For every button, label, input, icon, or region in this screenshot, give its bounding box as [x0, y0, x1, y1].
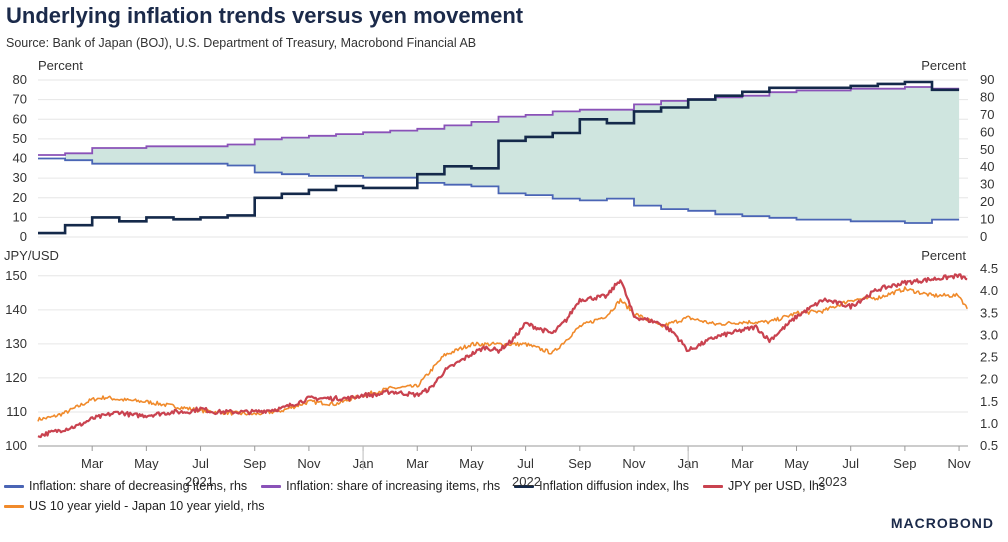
top-right-tick-label: 30: [980, 177, 994, 192]
bottom-left-tick-label: 120: [5, 370, 27, 385]
bottom-right-axis-label: Percent: [921, 248, 966, 263]
chart-title: Underlying inflation trends versus yen m…: [6, 3, 524, 28]
bottom-right-tick-label: 2.0: [980, 372, 998, 387]
increasing-decreasing-band: [65, 87, 960, 223]
macrobond-logo: MACROBOND: [890, 515, 994, 531]
top-right-tick-label: 60: [980, 124, 994, 139]
top-left-tick-label: 10: [13, 209, 27, 224]
legend-item-diffusion: Inflation diffusion index, lhs: [514, 479, 689, 493]
series-line-yield-spread: [37, 286, 968, 422]
bottom-left-tick-label: 140: [5, 302, 27, 317]
x-tick-label-month: Sep: [893, 456, 916, 470]
year-label-strip: 2021: [0, 446, 1008, 466]
legend-item-increasing: Inflation: share of increasing items, rh…: [261, 479, 500, 493]
x-tick-label-month: Jul: [517, 456, 534, 470]
legend-swatch: [4, 484, 24, 488]
chart-canvas: 0 10 20 30 40 50 60 70 80 0 10 20 30 40 50 60 70 80 90 Perc…: [4, 58, 998, 470]
bottom-panel-axes: 100 110 120 130 140 150 0.5 1.0 1.5 2.0 2.5 3.0 3.5 4…: [4, 248, 998, 453]
top-right-tick-label: 80: [980, 89, 994, 104]
x-tick-label-month: May: [134, 456, 159, 470]
bottom-right-tick-label: 4.5: [980, 261, 998, 276]
top-left-axis-label: Percent: [38, 58, 83, 73]
bottom-panel-series: [37, 273, 968, 439]
x-tick-label-month: Jul: [192, 456, 209, 470]
x-tick-label-month: Jul: [842, 456, 859, 470]
legend-label: US 10 year yield - Japan 10 year yield, …: [29, 499, 265, 513]
top-panel-axes: 0 10 20 30 40 50 60 70 80 0 10 20 30 40 50 60 70 80 90 Perc…: [13, 58, 995, 244]
bottom-left-tick-label: 100: [5, 438, 27, 453]
chart-source: Source: Bank of Japan (BOJ), U.S. Depart…: [6, 36, 477, 50]
legend-label: Inflation: share of decreasing items, rh…: [29, 479, 248, 493]
x-year-label-2021: 2021: [185, 474, 214, 489]
series-line-increasing-items: [38, 86, 960, 156]
top-right-axis-label: Percent: [921, 58, 966, 73]
top-panel-series: [38, 80, 960, 235]
top-right-tick-label: 70: [980, 107, 994, 122]
bottom-right-tick-label: 1.0: [980, 416, 998, 431]
legend-swatch: [703, 484, 724, 488]
x-tick-label-month: Mar: [406, 456, 429, 470]
top-left-tick-label: 70: [13, 92, 27, 107]
top-left-tick-label: 60: [13, 111, 27, 126]
legend-swatch: [261, 484, 282, 488]
x-year-labels: 2021 2022 2023: [0, 474, 1008, 492]
x-tick-label-month: Nov: [622, 456, 646, 470]
legend: Inflation: share of decreasing items, rh…: [4, 476, 884, 516]
top-right-tick-label: 50: [980, 142, 994, 157]
top-left-tick-label: 20: [13, 190, 27, 205]
x-axis: Mar May Jul Sep Nov Jan Mar May Jul Sep Nov Jan Mar M…: [38, 445, 971, 470]
legend-label: JPY per USD, lhs: [728, 479, 826, 493]
x-tick-label-month: Nov: [297, 456, 321, 470]
series-line-jpy-per-usd: [37, 273, 968, 439]
bottom-left-tick-label: 130: [5, 336, 27, 351]
legend-swatch: [514, 484, 535, 488]
bottom-right-tick-label: 4.0: [980, 283, 998, 298]
series-line-decreasing-items: [38, 157, 960, 224]
bottom-right-tick-label: 2.5: [980, 350, 998, 365]
x-tick-label-month: Mar: [81, 456, 104, 470]
top-left-tick-label: 30: [13, 170, 27, 185]
series-line-diffusion-index: [38, 80, 960, 235]
bottom-left-axis-label: JPY/USD: [4, 248, 59, 263]
top-right-tick-label: 90: [980, 72, 994, 87]
bottom-right-tick-label: 3.0: [980, 327, 998, 342]
bottom-left-tick-label: 110: [6, 404, 27, 419]
x-tick-label-month: May: [459, 456, 484, 470]
top-left-tick-label: 80: [13, 72, 27, 87]
x-tick-label-month: Sep: [568, 456, 591, 470]
x-tick-label-month: Sep: [243, 456, 266, 470]
x-year-label-2023: 2023: [818, 474, 847, 489]
bottom-right-tick-label: 1.5: [980, 394, 998, 409]
x-tick-label-month: Nov: [947, 456, 971, 470]
x-tick-label-month: May: [784, 456, 809, 470]
top-left-tick-label: 50: [13, 131, 27, 146]
legend-item-decreasing: Inflation: share of decreasing items, rh…: [4, 479, 247, 493]
top-right-tick-label: 0: [980, 229, 987, 244]
bottom-right-tick-label: 0.5: [980, 438, 998, 453]
legend-item-yield: US 10 year yield - Japan 10 year yield, …: [4, 499, 265, 513]
bottom-left-tick-label: 150: [5, 268, 27, 283]
legend-item-jpy: JPY per USD, lhs: [703, 479, 825, 493]
top-right-tick-label: 20: [980, 194, 994, 209]
top-right-tick-label: 10: [980, 212, 994, 227]
top-left-tick-label: 0: [20, 229, 27, 244]
top-left-tick-label: 40: [13, 151, 27, 166]
legend-label: Inflation diffusion index, lhs: [539, 479, 690, 493]
x-tick-label-month: Mar: [731, 456, 754, 470]
x-year-label-2022: 2022: [512, 474, 541, 489]
top-right-tick-label: 40: [980, 159, 994, 174]
legend-swatch: [4, 504, 24, 508]
legend-label: Inflation: share of increasing items, rh…: [286, 479, 501, 493]
bottom-right-tick-label: 3.5: [980, 305, 998, 320]
